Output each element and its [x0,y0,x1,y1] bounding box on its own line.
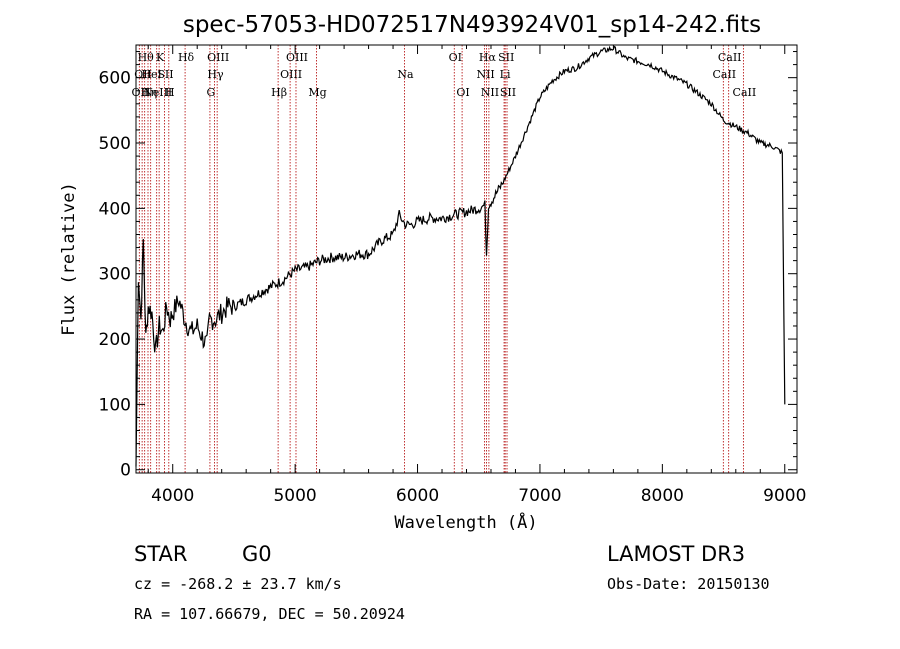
survey-name: LAMOST DR3 [607,542,745,566]
line-marker-label: OI [456,86,469,99]
line-marker-label: OIII [280,68,302,81]
line-marker-label: Mg [308,86,326,99]
y-tick-label: 600 [99,69,131,89]
line-marker-label: Hδ [178,51,195,64]
line-marker-label: G [207,86,216,99]
emission-line-markers: OIIOIIHθHηHeINeIIIKSIIHHδGHγOIIIHβOIIIOI… [131,45,756,473]
line-marker-label: CaII [712,68,736,81]
y-tick-label: 300 [99,265,131,285]
plot-frame [135,44,798,474]
object-class: STAR [134,542,187,566]
x-tick-label: 4000 [151,486,194,506]
line-marker-label: NeIII [143,86,172,99]
axis-ticks: 4000 5000 6000 7000 8000 9000 0 100 200 300 400 500… [99,45,806,506]
line-marker-label: OIII [286,51,308,64]
line-marker-label: SII [498,51,514,64]
line-marker-label: K [156,51,165,64]
line-marker-label: OI [449,51,462,64]
y-tick-label: 200 [99,330,131,350]
x-axis-label: Wavelength (Å) [394,511,537,533]
line-marker-label: Hα [479,51,497,64]
ra-dec-coordinates: RA = 107.66679, DEC = 50.20924 [134,605,405,623]
line-marker-label: Hθ [138,51,155,64]
observation-date: Obs-Date: 20150130 [607,575,770,593]
line-marker-label: OIII [207,51,229,64]
y-tick-label: 500 [99,134,131,154]
line-marker-label: NII [476,68,494,81]
chart-title: spec-57053-HD072517N493924V01_sp14-242.f… [183,12,761,38]
line-marker-label: NII [481,86,499,99]
x-tick-label: 5000 [273,486,316,506]
line-marker-label: HeI [141,68,161,81]
y-tick-label: 0 [120,461,131,481]
redshift-velocity: cz = -268.2 ± 23.7 km/s [134,575,342,593]
line-marker-label: SII [500,86,516,99]
y-axis-label: Flux (relative) [59,182,79,336]
x-tick-label: 9000 [763,486,806,506]
object-subclass: G0 [242,542,272,566]
line-marker-label: CaII [733,86,757,99]
line-marker-label: Hγ [207,68,224,81]
spectrum-line [135,45,786,467]
line-marker-label: Hβ [271,86,287,99]
x-tick-label: 6000 [396,486,439,506]
line-marker-label: H [165,86,175,99]
line-marker-label: Hη [141,86,157,99]
x-tick-label: 7000 [518,486,561,506]
x-tick-label: 8000 [641,486,684,506]
y-tick-label: 100 [99,395,131,415]
y-tick-label: 400 [99,199,131,219]
line-marker-label: Na [397,68,414,81]
line-marker-label: SII [157,68,173,81]
line-marker-label: CaII [718,51,742,64]
line-marker-label: Li [500,68,511,81]
